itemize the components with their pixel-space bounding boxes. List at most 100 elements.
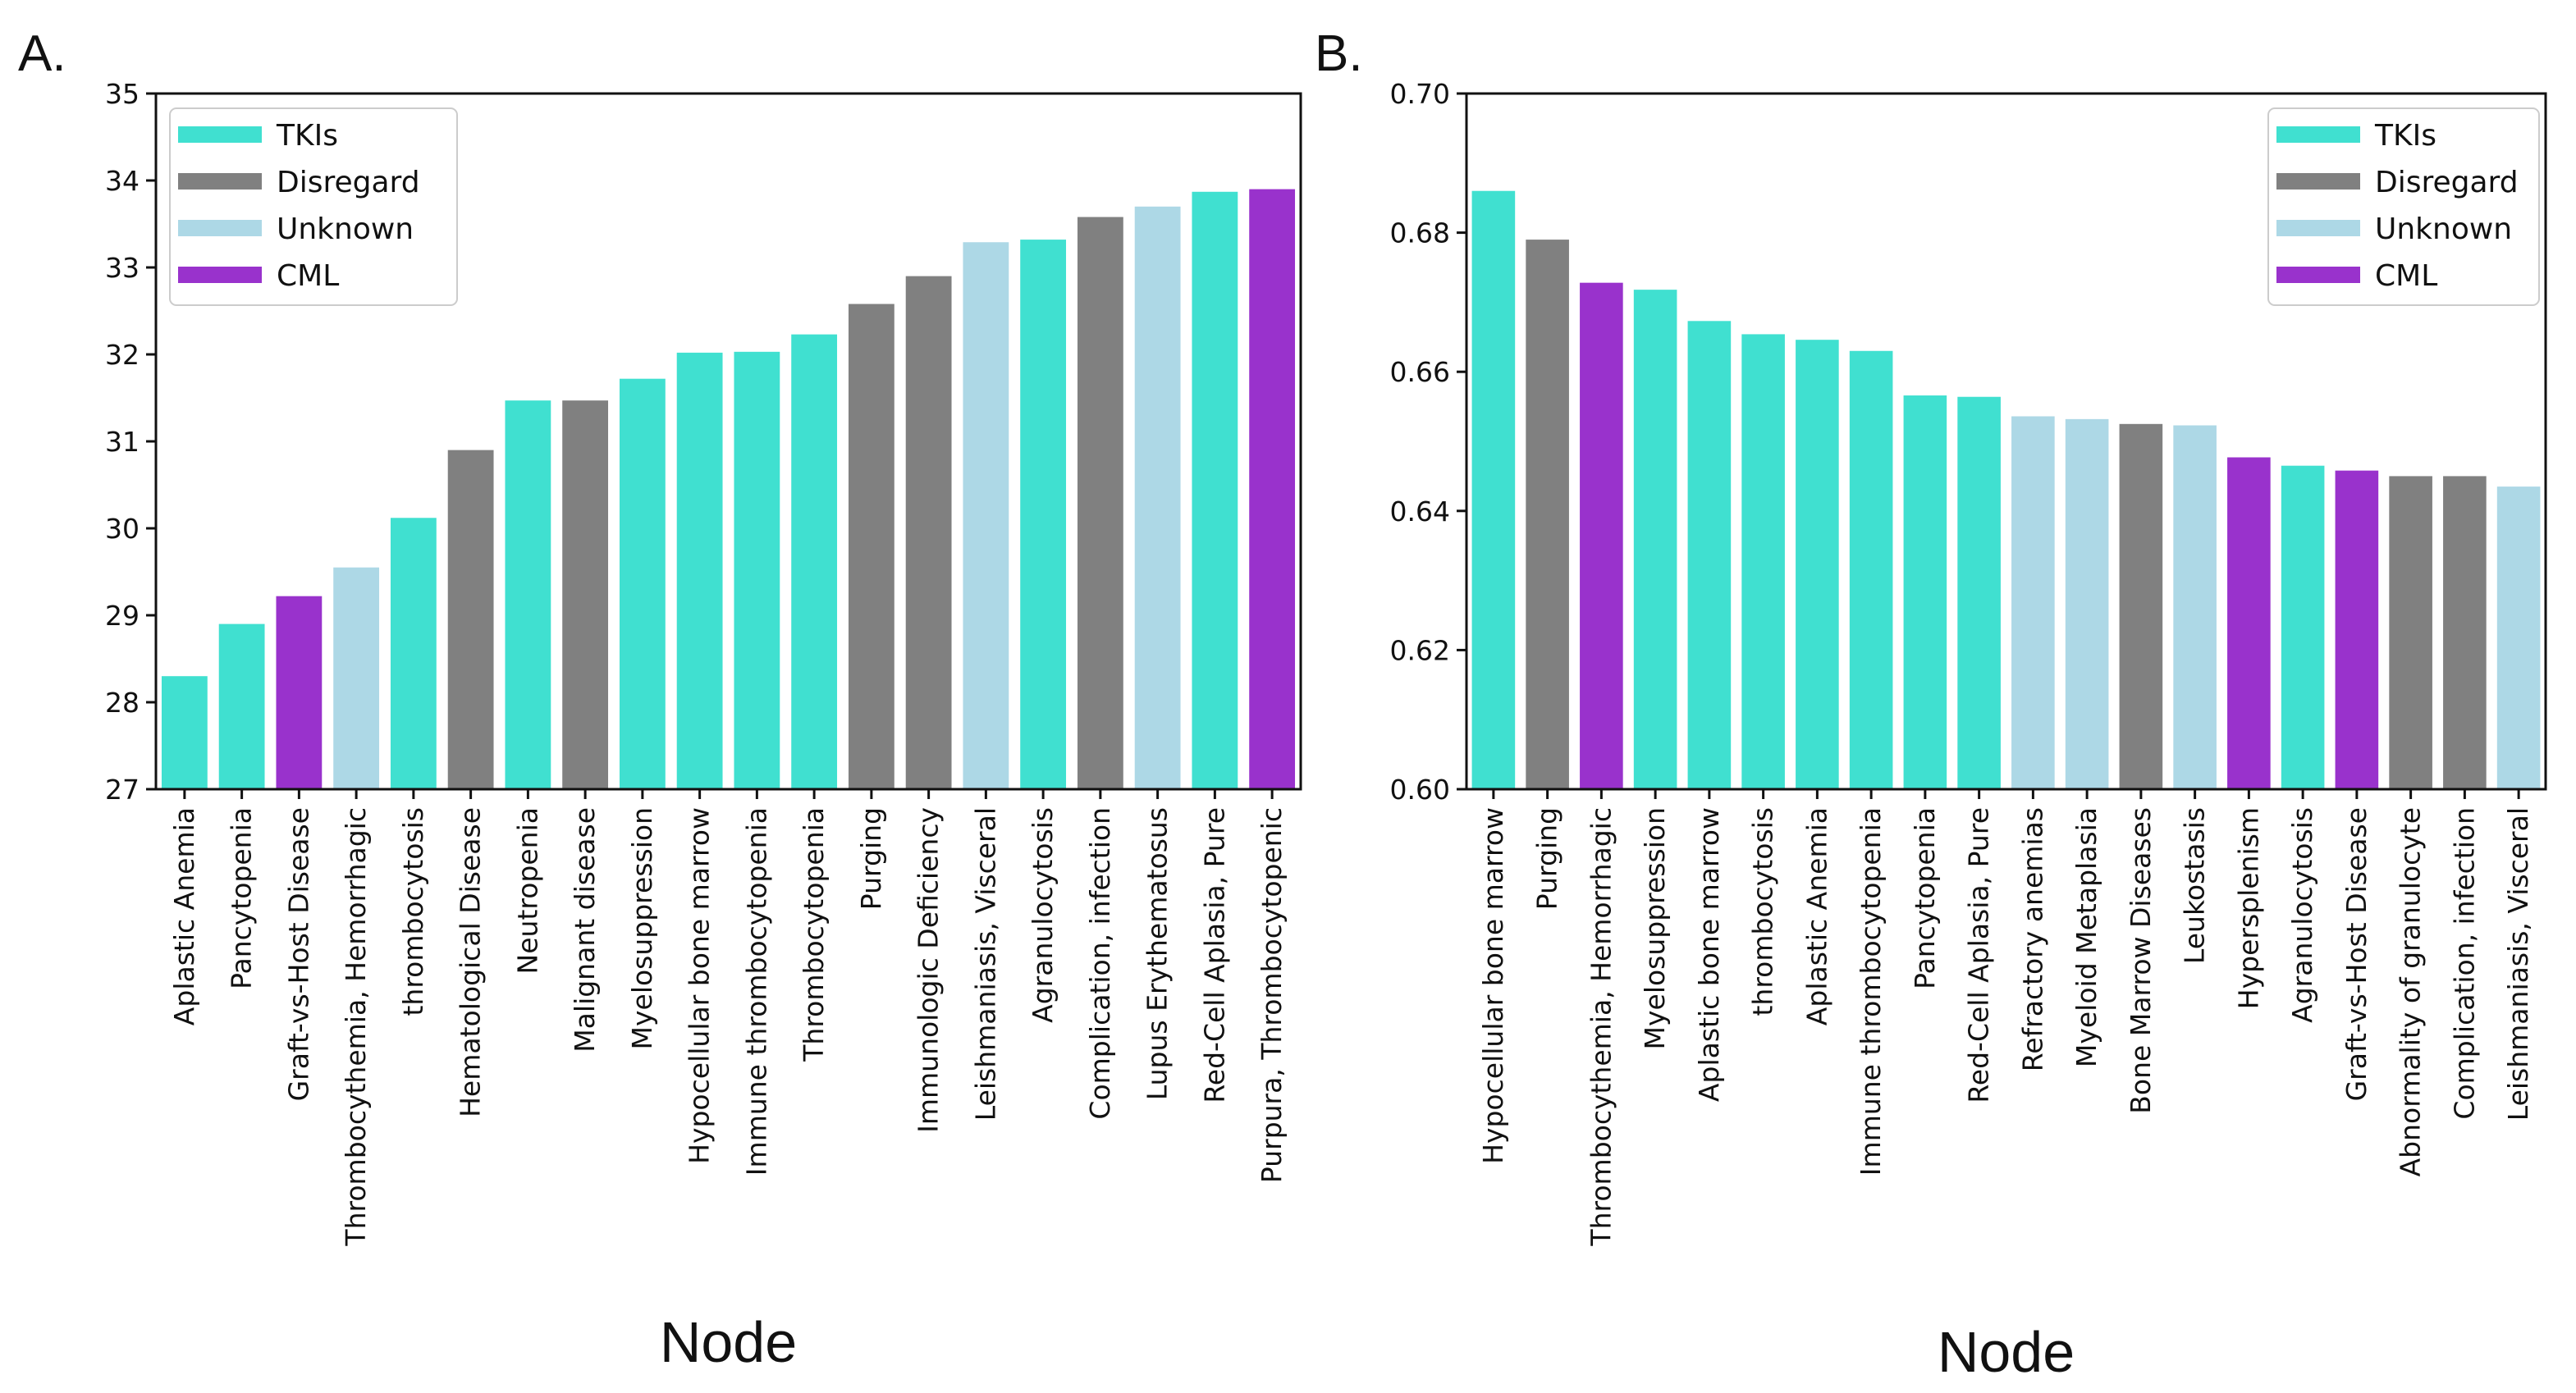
legend-box — [169, 107, 458, 306]
legend-label: CML — [277, 259, 339, 293]
x-tick-label: Aplastic Anemia — [168, 807, 200, 1025]
x-tick-label: Immune thrombocytopenia — [740, 807, 772, 1176]
bar — [1471, 190, 1516, 790]
x-tick-label: Agranulocytosis — [1027, 807, 1059, 1023]
x-tick-label: Neutropenia — [511, 807, 543, 974]
y-tick-label: 0.68 — [1390, 217, 1450, 249]
x-tick-label: Immune thrombocytopenia — [1855, 807, 1887, 1176]
legend-label: Disregard — [277, 166, 420, 199]
legend-label: CML — [2375, 259, 2437, 293]
x-tick-label: Thrombocytopenia — [798, 807, 830, 1062]
x-tick-label: Leukostasis — [2179, 807, 2211, 964]
legend-label: Unknown — [277, 212, 414, 246]
x-tick-label: Pancytopenia — [1909, 807, 1941, 989]
x-tick-label: Graft-vs-Host Disease — [282, 807, 314, 1101]
legend-label: TKIs — [276, 119, 338, 153]
y-tick-label: 31 — [105, 426, 140, 458]
legend-box — [2267, 107, 2540, 306]
x-tick-label: Myelosuppression — [626, 807, 658, 1049]
y-tick-label: 30 — [105, 513, 140, 545]
y-tick-label: 34 — [105, 165, 140, 197]
x-tick-label: Immunologic Deficiency — [913, 807, 945, 1133]
bar — [2173, 425, 2217, 789]
bar — [1249, 189, 1296, 790]
bar — [1741, 334, 1785, 790]
legend: TKIs Disregard Unknown CML — [2267, 107, 2540, 306]
x-tick-label: Agranulocytosis — [2286, 807, 2318, 1023]
x-tick-label: Hypersplenism — [2232, 807, 2264, 1009]
bar — [963, 242, 1009, 789]
bar — [2389, 476, 2432, 789]
bar — [161, 676, 208, 789]
bar — [562, 400, 609, 789]
bar — [1192, 191, 1238, 789]
x-tick-label: Leishmaniasis, Visceral — [969, 807, 1001, 1121]
panel-label: A. — [18, 25, 66, 82]
bar — [2227, 457, 2271, 789]
bar — [505, 400, 551, 789]
x-tick-label: Complication, infection — [2448, 807, 2480, 1120]
bar — [2335, 470, 2379, 789]
bar — [2281, 465, 2325, 789]
x-tick-label: Purging — [1531, 807, 1563, 910]
bar — [905, 276, 952, 790]
x-tick-label: Purging — [855, 807, 887, 910]
bar — [276, 596, 323, 789]
bar — [848, 304, 895, 789]
legend-label: Disregard — [2375, 166, 2519, 199]
bar — [2443, 476, 2487, 789]
bar — [2119, 423, 2163, 789]
legend-swatch — [2276, 126, 2360, 143]
bar — [1580, 282, 1623, 789]
x-tick-label: Hematological Disease — [455, 807, 487, 1117]
x-tick-label: Complication, infection — [1084, 807, 1116, 1120]
bar — [1134, 206, 1181, 790]
x-axis-title: Node — [1938, 1320, 2075, 1384]
legend-swatch — [178, 173, 262, 190]
legend: TKIs Disregard Unknown CML — [169, 107, 458, 306]
bar — [390, 518, 437, 789]
x-tick-label: Hypocellular bone marrow — [684, 807, 716, 1164]
bar — [791, 334, 838, 789]
y-tick-label: 32 — [105, 339, 140, 371]
bar — [1957, 396, 2001, 789]
bar — [2065, 418, 2109, 789]
x-tick-label: Thrombocythemia, Hemorrhagic — [340, 807, 372, 1247]
y-tick-label: 0.66 — [1390, 356, 1450, 388]
legend-swatch — [178, 267, 262, 283]
y-tick-label: 0.62 — [1390, 634, 1450, 666]
x-tick-label: Thrombocythemia, Hemorrhagic — [1585, 807, 1617, 1247]
y-tick-label: 35 — [105, 78, 140, 110]
bar — [2011, 416, 2055, 789]
y-tick-label: 33 — [105, 252, 140, 284]
legend-swatch — [178, 220, 262, 236]
x-tick-label: Aplastic bone marrow — [1693, 807, 1725, 1102]
x-tick-label: Red-Cell Aplasia, Pure — [1198, 807, 1230, 1103]
x-tick-label: Pancytopenia — [226, 807, 258, 989]
bar — [1020, 240, 1067, 790]
bar — [218, 623, 265, 789]
bar — [1526, 240, 1569, 790]
x-tick-label: thrombocytosis — [397, 807, 429, 1016]
y-tick-label: 27 — [105, 774, 140, 806]
x-tick-label: Refractory anemias — [2016, 807, 2048, 1071]
legend-swatch — [2276, 173, 2360, 190]
x-tick-label: Malignant disease — [569, 807, 601, 1053]
bar — [676, 352, 723, 789]
x-tick-label: Abnormality of granulocyte — [2395, 807, 2427, 1176]
y-tick-label: 0.70 — [1390, 78, 1450, 110]
x-tick-label: Leishmaniasis, Visceral — [2502, 807, 2534, 1121]
bar — [1903, 395, 1947, 789]
legend-swatch — [2276, 220, 2360, 236]
bar — [1796, 340, 1839, 789]
y-tick-label: 0.64 — [1390, 496, 1450, 528]
bar — [333, 567, 380, 789]
legend-swatch — [178, 126, 262, 143]
y-tick-label: 28 — [105, 687, 140, 719]
legend-label: TKIs — [2374, 119, 2436, 153]
panel-a-chart: A. 27 28 29 30 31 32 33 34 35 Aplastic Anemia Pancy… — [18, 25, 1302, 1374]
panel-label: B. — [1315, 25, 1363, 82]
bar — [1687, 321, 1732, 789]
bar — [619, 378, 666, 789]
